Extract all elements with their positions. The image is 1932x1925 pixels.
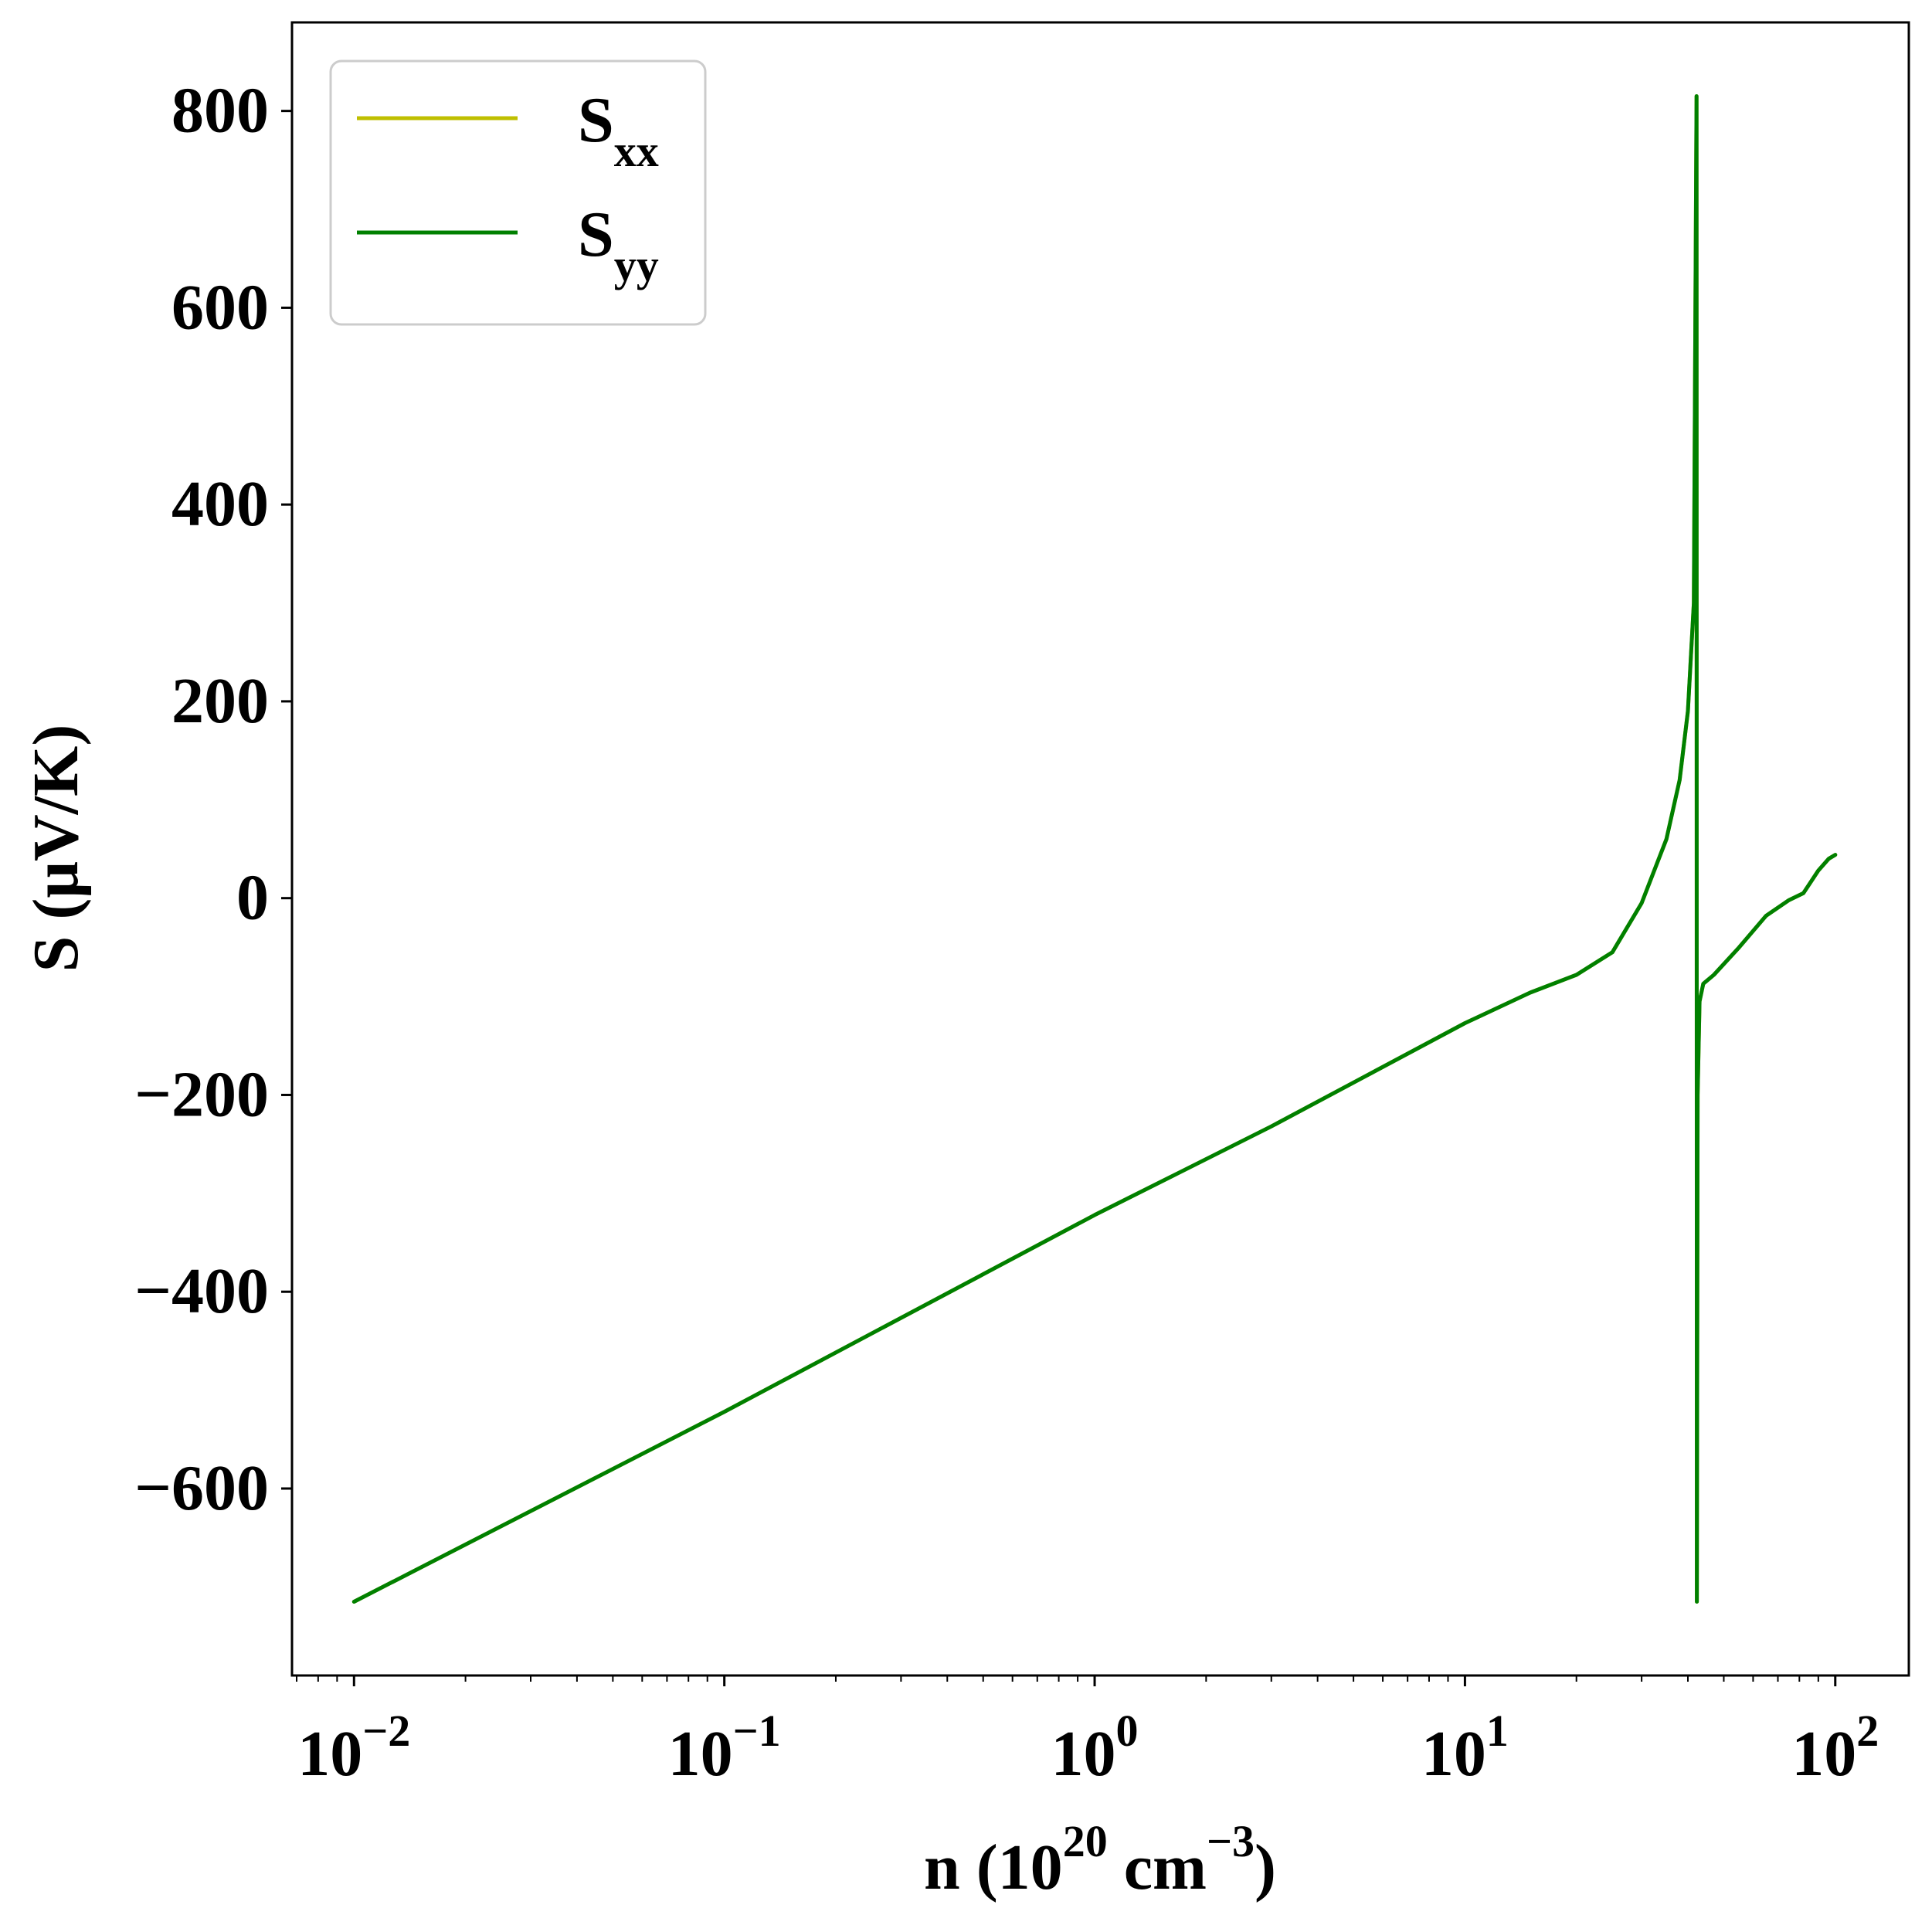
series-line-syy [351,94,1838,1604]
plot-lines [351,94,1838,1604]
y-tick-label: 400 [171,468,269,540]
y-tick-label: 600 [171,271,269,343]
y-axis: 800 600 400 200 0 −200 −400 −600 [134,75,292,1524]
x-tick-label: 101 [1421,1706,1509,1790]
legend-label-sxx: Sxx [578,84,659,176]
plot-frame [290,21,1910,1677]
y-tick-label: 800 [171,75,269,147]
y-tick-label: −200 [134,1058,269,1130]
y-tick-label: 0 [236,862,269,934]
x-tick-label: 100 [1051,1706,1139,1790]
x-axis-label: n (1020 cm−3) [924,1816,1276,1903]
x-axis: 10−2 10−1 100 101 102 [296,1675,1879,1790]
legend-label-syy: Syy [578,199,659,290]
x-tick-label: 10−2 [297,1706,410,1790]
x-tick-label: 102 [1791,1706,1879,1790]
legend-box [329,59,707,326]
legend: Sxx Syy [329,59,707,326]
y-tick-label: −600 [134,1452,269,1524]
y-axis-label: S (μV/K) [20,725,92,973]
y-tick-label: −400 [134,1255,269,1327]
x-tick-label: 10−1 [668,1706,781,1790]
y-tick-label: 200 [171,665,269,737]
